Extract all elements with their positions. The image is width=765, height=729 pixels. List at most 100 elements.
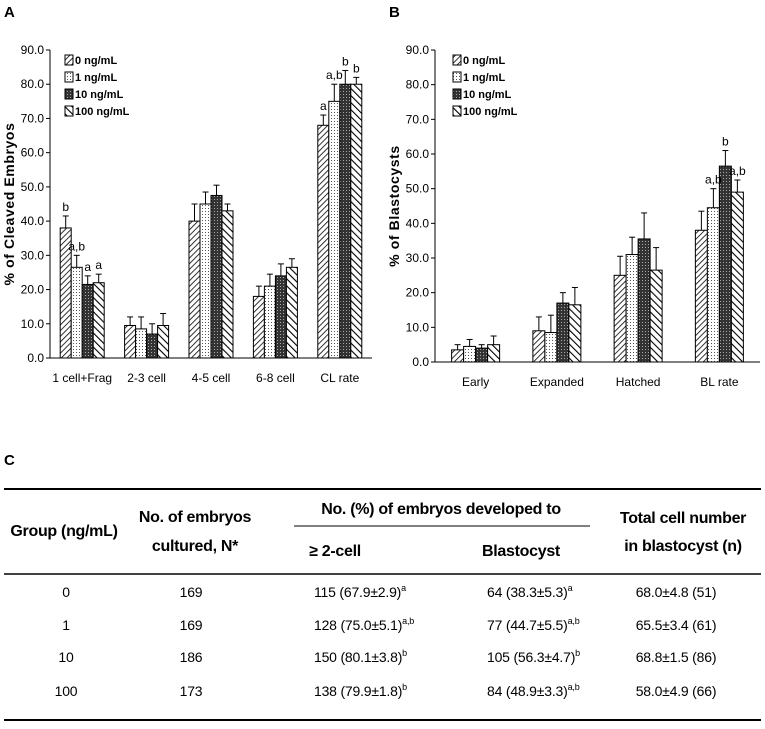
y-tick-label: 20.0	[21, 283, 45, 297]
bar	[532, 330, 546, 363]
bar	[210, 194, 223, 359]
bar	[188, 220, 201, 359]
bar	[706, 207, 720, 363]
superscript: b	[575, 648, 580, 658]
header-two-cell: ≥ 2-cell	[309, 543, 361, 560]
y-tick-label: 90.0	[21, 43, 45, 57]
bar	[475, 347, 489, 363]
significance-label: a	[84, 260, 91, 274]
cell-embryos: 169	[180, 617, 203, 633]
bar	[487, 344, 501, 363]
chart-b: 0.0 10.0 20.0 30.0 40.0 50.0 60.0 70.0 80.0 90.0%…	[386, 43, 760, 389]
legend-entry: 0 ng/mL	[75, 55, 117, 67]
y-tick-label: 40.0	[406, 216, 430, 230]
header-group: Group (ng/mL)	[10, 523, 117, 540]
superscript: a	[401, 583, 406, 593]
bar	[556, 302, 570, 363]
legend-swatch	[452, 54, 462, 66]
bar	[328, 100, 341, 359]
y-tick-label: 0.0	[412, 355, 429, 369]
legend-swatch	[452, 88, 462, 100]
legend-entry: 100 ng/mL	[75, 106, 130, 118]
y-axis-label: % of Cleaved Embryos	[1, 123, 17, 286]
x-tick-label: 2-3 cell	[127, 371, 166, 385]
bar	[568, 304, 582, 363]
panel-label-c: C	[4, 452, 15, 469]
y-tick-label: 80.0	[21, 77, 45, 91]
x-tick-label: BL rate	[700, 375, 739, 389]
y-tick-label: 90.0	[406, 43, 430, 57]
bar	[730, 191, 744, 363]
y-tick-label: 60.0	[21, 146, 45, 160]
legend-swatch	[64, 88, 74, 100]
bar	[350, 83, 363, 359]
superscript: a	[568, 583, 573, 593]
superscript: a,b	[402, 616, 414, 626]
header-embryos-line2: cultured, N*	[152, 538, 239, 555]
cell-group: 100	[55, 683, 78, 699]
y-tick-label: 10.0	[406, 320, 430, 334]
chart-a: 0.0 10.0 20.0 30.0 40.0 50.0 60.0 70.0 80.0 90.0%…	[1, 43, 372, 385]
x-tick-label: 6-8 cell	[256, 371, 295, 385]
y-tick-label: 40.0	[21, 214, 45, 228]
y-axis-label: % of Blastocysts	[386, 145, 402, 267]
bar	[451, 349, 465, 363]
legend-entry: 1 ng/mL	[75, 72, 117, 84]
cell-total: 65.5±3.4 (61)	[636, 617, 717, 633]
y-tick-label: 30.0	[21, 248, 45, 262]
x-tick-label: 4-5 cell	[192, 371, 231, 385]
cell-blastocyst: 64 (38.3±5.3)a	[487, 583, 573, 600]
bar	[263, 285, 276, 359]
cell-two-cell: 128 (75.0±5.1)a,b	[314, 616, 414, 633]
cell-embryos: 173	[180, 683, 203, 699]
header-embryos-line1: No. of embryos	[139, 509, 252, 526]
significance-label: b	[342, 55, 349, 69]
header-total-line2: in blastocyst (n)	[624, 538, 742, 555]
cell-group: 0	[62, 584, 70, 600]
cell-total: 68.0±4.8 (51)	[636, 584, 717, 600]
legend-entry: 10 ng/mL	[463, 89, 512, 101]
y-tick-label: 50.0	[21, 180, 45, 194]
legend-entry: 100 ng/mL	[463, 106, 518, 118]
cell-embryos: 169	[180, 584, 203, 600]
panel-label-b: B	[389, 4, 400, 21]
bar	[70, 266, 83, 359]
legend-swatch	[64, 71, 74, 83]
y-tick-label: 70.0	[21, 111, 45, 125]
cell-group: 1	[62, 617, 70, 633]
y-tick-label: 0.0	[27, 351, 44, 365]
header-developed: No. (%) of embryos developed to	[321, 501, 561, 518]
x-tick-label: Expanded	[530, 375, 584, 389]
x-tick-label: Hatched	[616, 375, 661, 389]
significance-label: b	[62, 200, 69, 214]
bar	[544, 332, 558, 363]
y-tick-label: 60.0	[406, 147, 430, 161]
significance-label: a	[95, 258, 102, 272]
bar	[221, 210, 234, 359]
bar	[317, 124, 330, 359]
bar	[339, 83, 352, 359]
cell-total: 58.0±4.9 (66)	[636, 683, 717, 699]
table-c: Group (ng/mL) No. of embryos cultured, N* N…	[4, 488, 761, 721]
superscript: b	[402, 682, 407, 692]
legend-entry: 1 ng/mL	[463, 72, 505, 84]
y-tick-label: 20.0	[406, 286, 430, 300]
cell-embryos: 186	[180, 649, 203, 665]
x-tick-label: 1 cell+Frag	[52, 371, 112, 385]
y-tick-label: 30.0	[406, 251, 430, 265]
bar	[81, 283, 94, 359]
panel-label-a: A	[4, 4, 15, 21]
bar	[252, 295, 265, 359]
y-tick-label: 10.0	[21, 317, 45, 331]
bar	[274, 275, 287, 359]
bar	[199, 203, 212, 359]
y-tick-label: 50.0	[406, 182, 430, 196]
legend-entry: 10 ng/mL	[75, 89, 124, 101]
x-tick-label: Early	[462, 375, 489, 389]
bar	[285, 266, 298, 359]
bar	[463, 345, 477, 363]
x-tick-label: CL rate	[320, 371, 359, 385]
bar	[637, 238, 651, 363]
significance-label: a,b	[68, 239, 85, 253]
y-tick-label: 80.0	[406, 78, 430, 92]
